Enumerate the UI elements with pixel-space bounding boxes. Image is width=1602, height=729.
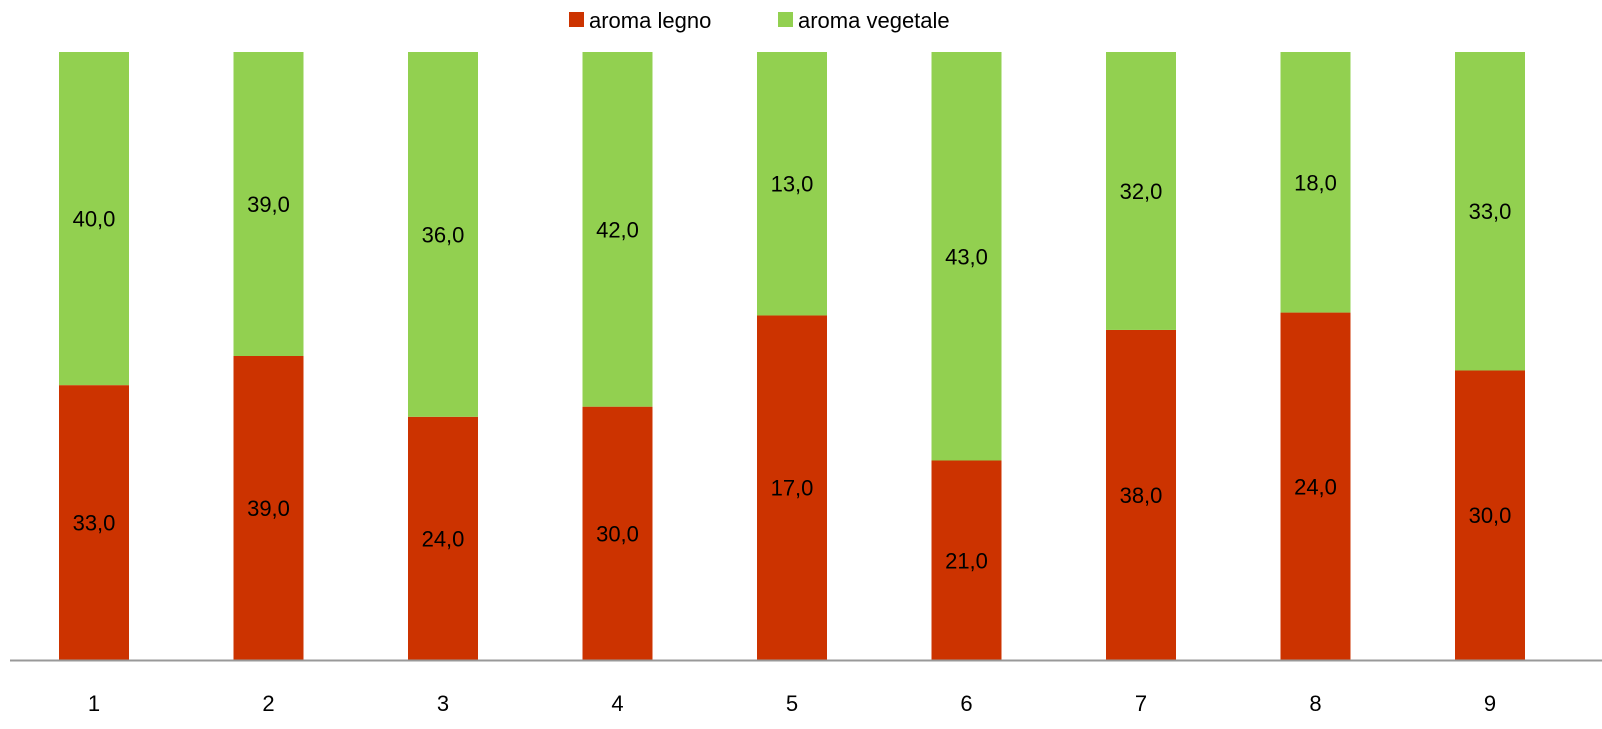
bar-legno-1 [59,385,129,660]
legend-item-legno: aroma legno [569,8,711,33]
bar-vegetale-2 [233,52,304,356]
data-label-legno-1: 33,0 [73,511,116,536]
bar-legno-9 [1455,370,1525,660]
data-label-legno-8: 24,0 [1294,474,1337,499]
bar-vegetale-9 [1455,52,1525,371]
data-label-legno-9: 30,0 [1469,503,1512,528]
data-label-legno-4: 30,0 [596,521,639,546]
legend-swatch-legno [569,12,584,27]
legend-item-vegetale: aroma vegetale [778,8,950,33]
data-labels: 33,0 40,0 39,0 39,0 24,0 36,0 30,0 42,0 17,0 13,0… [73,170,1512,573]
data-label-vegetale-3: 36,0 [422,222,465,247]
bar-vegetale-5 [757,52,827,316]
data-label-vegetale-6: 43,0 [945,244,988,269]
bar-vegetale-7 [1106,52,1176,330]
bar-legno-2 [233,356,304,660]
x-tick-label-5: 5 [786,691,798,716]
bar-vegetale-6 [931,52,1002,461]
bar-legno-7 [1106,329,1176,660]
legend: aroma legno aroma vegetale [569,8,950,33]
bar-vegetale-1 [59,52,129,386]
x-tick-label-7: 7 [1135,691,1147,716]
bar-vegetale-4 [582,52,653,407]
bars [59,52,1525,660]
x-tick-label-9: 9 [1484,691,1496,716]
x-axis-ticks: 1 2 3 4 5 6 7 8 9 [88,691,1496,716]
data-label-legno-5: 17,0 [771,476,814,501]
data-label-legno-7: 38,0 [1120,483,1163,508]
data-label-legno-3: 24,0 [422,526,465,551]
bar-vegetale-3 [408,52,478,417]
data-label-vegetale-2: 39,0 [247,192,290,217]
x-tick-label-3: 3 [437,691,449,716]
data-label-legno-6: 21,0 [945,548,988,573]
x-tick-label-2: 2 [262,691,274,716]
bar-legno-8 [1280,312,1351,660]
data-label-vegetale-5: 13,0 [771,172,814,197]
legend-label-legno: aroma legno [589,8,711,33]
bar-legno-3 [408,416,478,660]
x-tick-label-6: 6 [960,691,972,716]
legend-label-vegetale: aroma vegetale [798,8,950,33]
x-tick-label-4: 4 [611,691,623,716]
x-tick-label-1: 1 [88,691,100,716]
bar-legno-5 [757,315,827,660]
data-label-vegetale-8: 18,0 [1294,170,1337,195]
bar-legno-6 [931,460,1002,660]
x-tick-label-8: 8 [1309,691,1321,716]
data-label-vegetale-4: 42,0 [596,217,639,242]
data-label-vegetale-7: 32,0 [1120,179,1163,204]
data-label-legno-2: 39,0 [247,496,290,521]
data-label-vegetale-9: 33,0 [1469,199,1512,224]
bar-vegetale-8 [1280,52,1351,313]
data-label-vegetale-1: 40,0 [73,207,116,232]
bar-legno-4 [582,406,653,660]
legend-swatch-vegetale [778,12,793,27]
